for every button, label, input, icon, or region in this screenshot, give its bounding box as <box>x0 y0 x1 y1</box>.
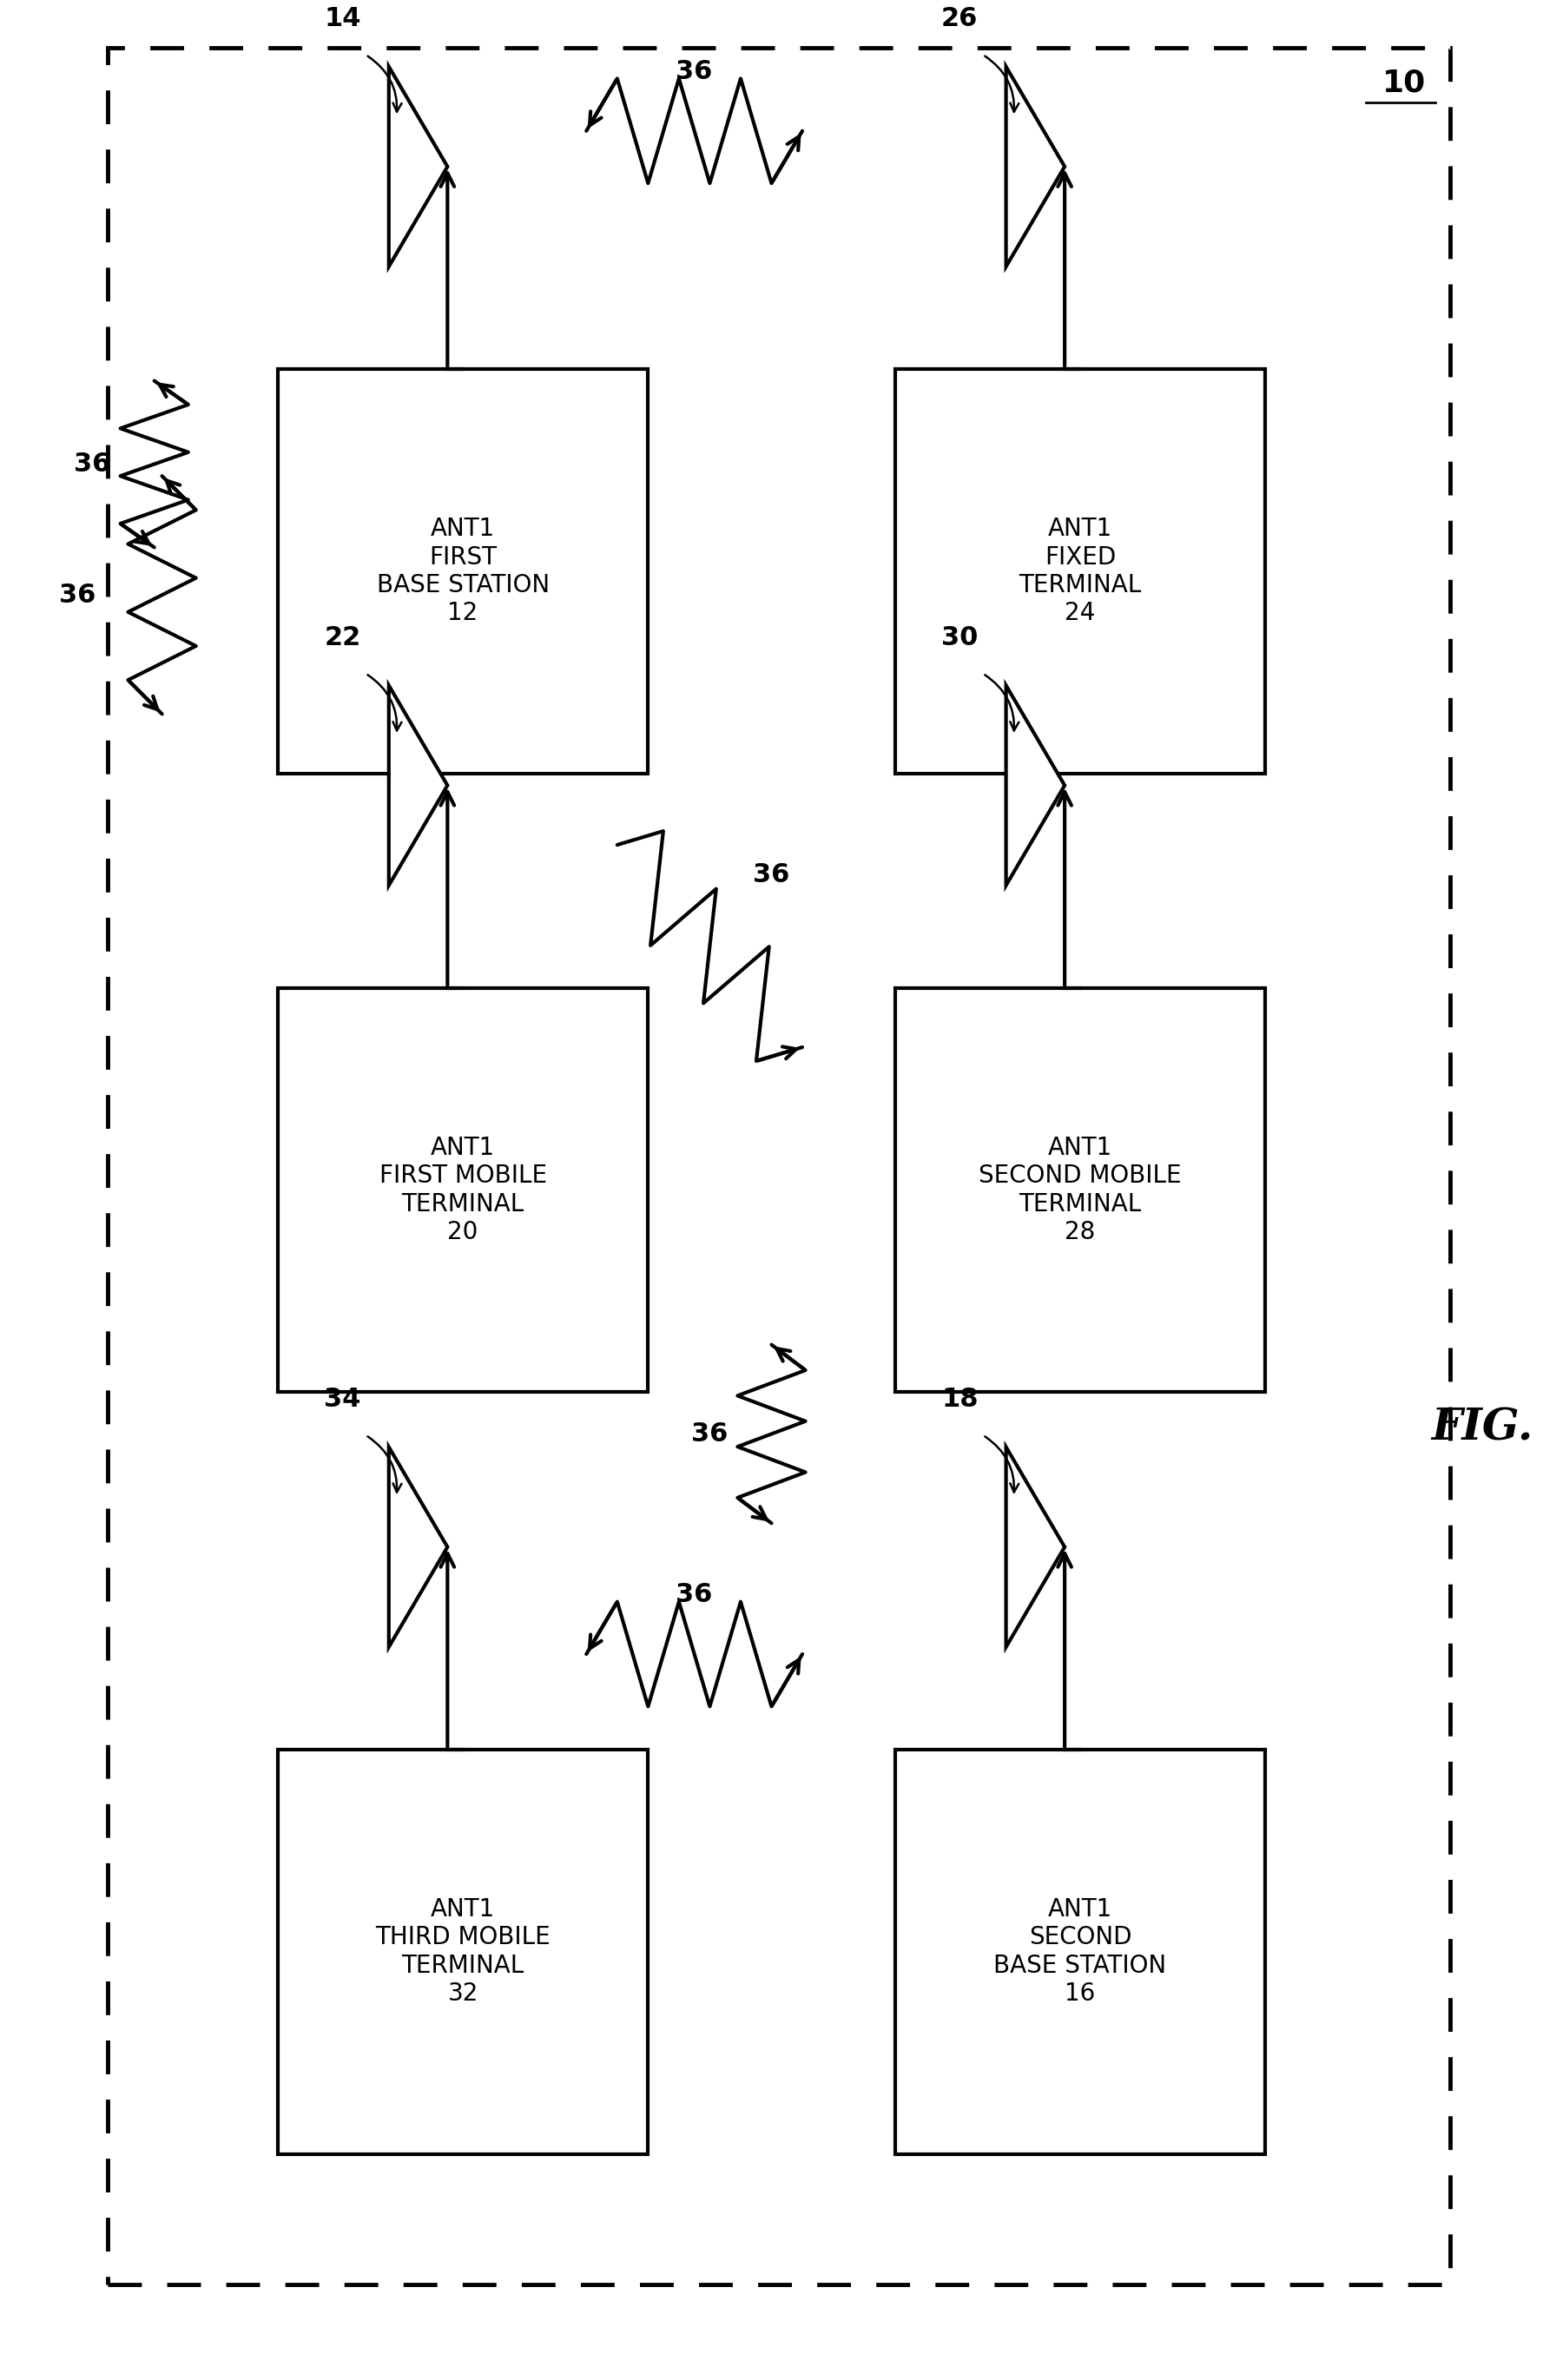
Text: 36: 36 <box>676 1583 713 1607</box>
Bar <box>278 369 648 774</box>
Text: 22: 22 <box>324 626 361 650</box>
Bar <box>108 48 1450 2285</box>
Polygon shape <box>1006 1447 1065 1647</box>
Bar <box>895 988 1265 1392</box>
Polygon shape <box>1006 67 1065 267</box>
Text: 18: 18 <box>941 1388 978 1411</box>
Text: 36: 36 <box>74 452 111 476</box>
Text: 36: 36 <box>59 583 96 607</box>
Text: 34: 34 <box>324 1388 361 1411</box>
Text: ANT1
SECOND MOBILE
TERMINAL
28: ANT1 SECOND MOBILE TERMINAL 28 <box>978 1135 1182 1245</box>
Text: FIG. 1: FIG. 1 <box>1430 1407 1543 1449</box>
Text: ANT1
FIRST
BASE STATION
12: ANT1 FIRST BASE STATION 12 <box>376 516 549 626</box>
Text: 36: 36 <box>691 1421 728 1447</box>
Text: ANT1
FIRST MOBILE
TERMINAL
20: ANT1 FIRST MOBILE TERMINAL 20 <box>380 1135 546 1245</box>
Text: 14: 14 <box>324 7 361 31</box>
Bar <box>895 1749 1265 2154</box>
Text: 36: 36 <box>676 60 713 83</box>
Text: ANT1
FIXED
TERMINAL
24: ANT1 FIXED TERMINAL 24 <box>1018 516 1142 626</box>
Polygon shape <box>389 1447 447 1647</box>
Bar <box>278 988 648 1392</box>
Polygon shape <box>389 67 447 267</box>
Text: ANT1
THIRD MOBILE
TERMINAL
32: ANT1 THIRD MOBILE TERMINAL 32 <box>375 1897 551 2006</box>
Text: 10: 10 <box>1383 69 1426 98</box>
Bar <box>895 369 1265 774</box>
Polygon shape <box>1006 685 1065 885</box>
Text: ANT1
SECOND
BASE STATION
16: ANT1 SECOND BASE STATION 16 <box>994 1897 1167 2006</box>
Polygon shape <box>389 685 447 885</box>
Text: 36: 36 <box>753 862 790 888</box>
Text: 26: 26 <box>941 7 978 31</box>
Text: 30: 30 <box>941 626 978 650</box>
Bar <box>278 1749 648 2154</box>
